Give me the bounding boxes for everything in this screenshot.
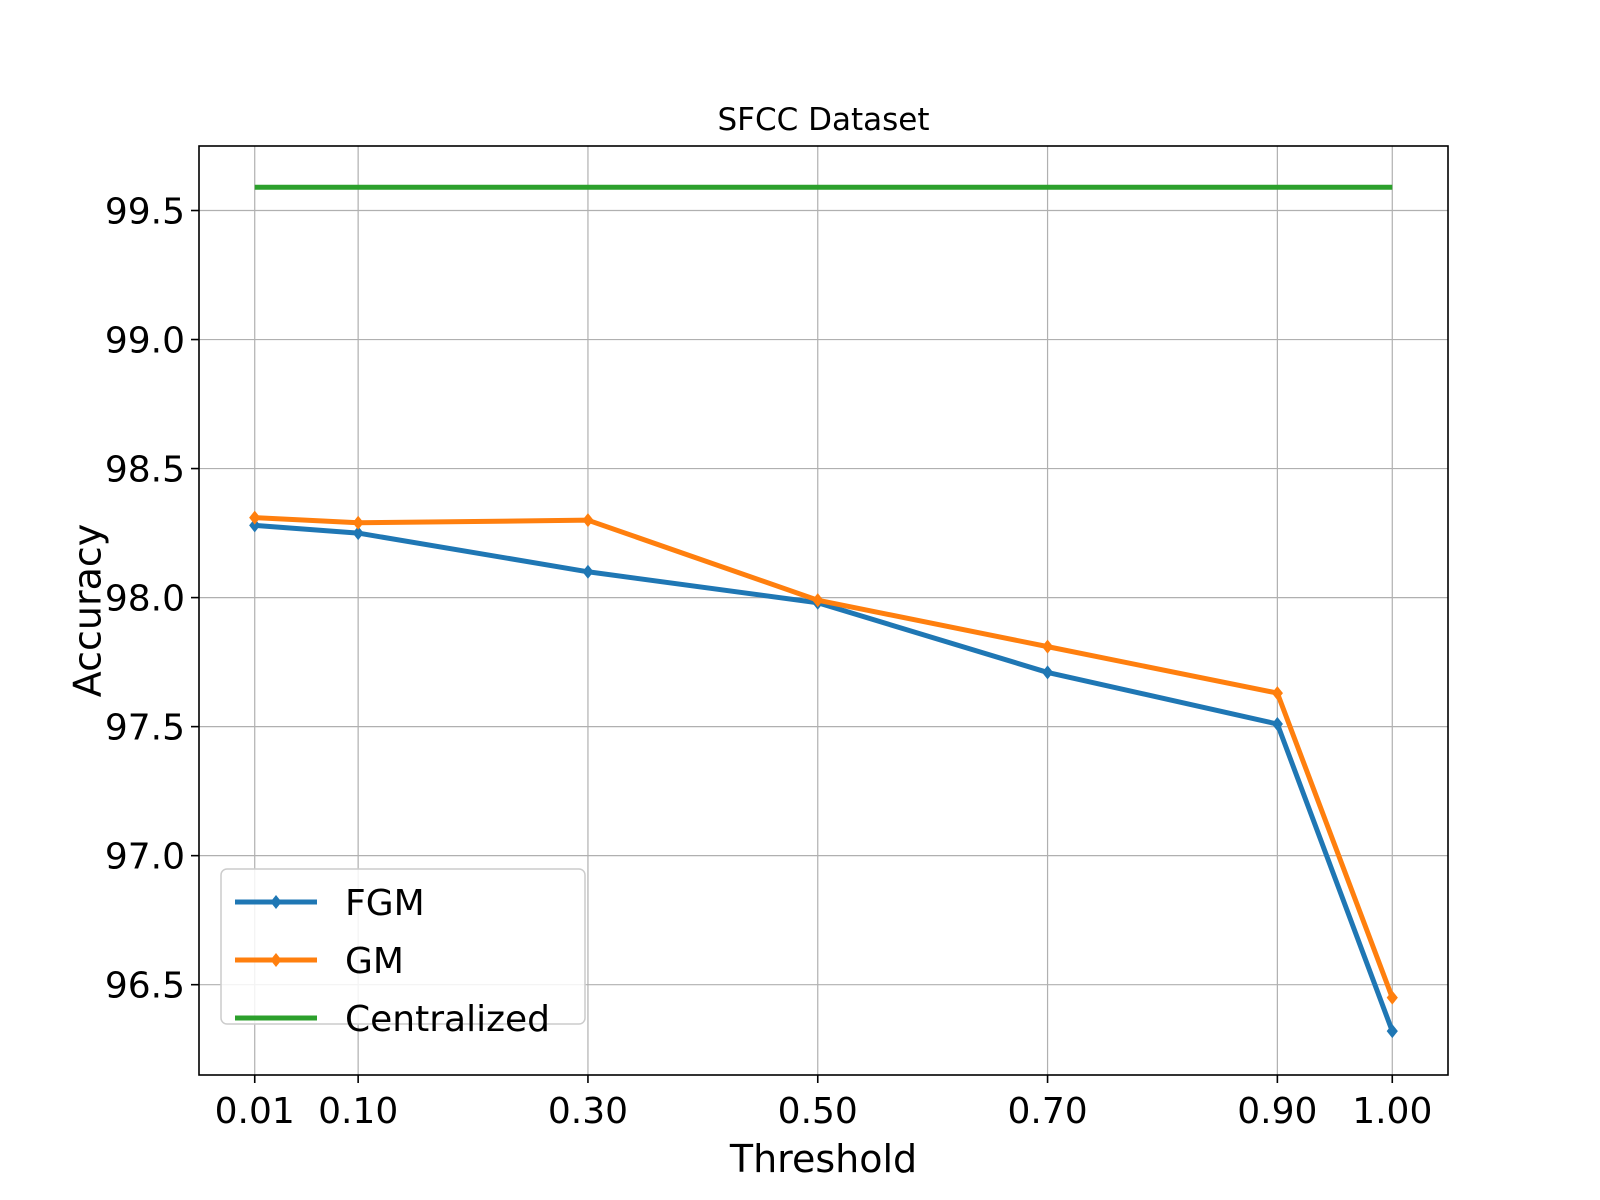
data-point-gm [1271, 686, 1283, 701]
legend-entry-gm: GM [235, 941, 404, 982]
data-point-fgm [1041, 665, 1054, 680]
x-tick-label-0-30: 0.30 [548, 1091, 628, 1132]
x-tick-label-0-10: 0.10 [318, 1091, 398, 1132]
data-point-gm [812, 593, 824, 608]
y-tick-label-99-0: 99.0 [105, 321, 185, 362]
legend-marker-gm [270, 953, 282, 967]
y-tick-label-97-5: 97.5 [105, 708, 185, 749]
data-point-fgm [582, 564, 594, 579]
x-tick-label-0-70: 0.70 [1007, 1091, 1087, 1132]
y-tick-label-99-5: 99.5 [105, 192, 185, 233]
x-tick-label-0-50: 0.50 [778, 1091, 858, 1132]
series-layer [249, 184, 1398, 1039]
data-point-fgm [1271, 717, 1283, 732]
data-point-fgm [249, 518, 261, 533]
legend-entry-centralized: Centralized [235, 999, 550, 1040]
y-tick-label-98-0: 98.0 [105, 579, 185, 620]
data-point-fgm [1386, 1024, 1398, 1039]
ticks-layer: 0.01 0.10 0.30 0.50 0.70 0.90 1.00 96.5 97.0 97.5… [105, 192, 1433, 1132]
y-tick-label-98-5: 98.5 [105, 450, 185, 491]
legend-label-fgm: FGM [345, 883, 425, 924]
x-tick-label-0-01: 0.01 [215, 1091, 295, 1132]
x-axis-title: Threshold [729, 1137, 917, 1181]
data-point-gm [1386, 990, 1398, 1005]
data-point-gm [249, 510, 261, 525]
legend-box [220, 868, 586, 1025]
data-point-fgm [352, 526, 364, 541]
legend-label-centralized: Centralized [345, 999, 550, 1040]
plot-frame [198, 145, 1449, 1076]
legend-marker-fgm [270, 895, 282, 909]
y-axis-title: Accuracy [66, 524, 110, 698]
legend-entry-fgm: FGM [235, 883, 425, 924]
x-tick-label-0-90: 0.90 [1237, 1091, 1317, 1132]
x-tick-label-1-00: 1.00 [1352, 1091, 1432, 1132]
data-point-gm [352, 515, 364, 530]
data-point-gm [1041, 639, 1054, 654]
data-point-gm [582, 513, 594, 528]
y-tick-label-97-0: 97.0 [105, 837, 185, 878]
chart-title: SFCC Dataset [717, 102, 929, 138]
legend: FGM GM Centralized [220, 868, 586, 1040]
legend-label-gm: GM [345, 941, 404, 982]
y-tick-label-96-5: 96.5 [105, 966, 185, 1007]
